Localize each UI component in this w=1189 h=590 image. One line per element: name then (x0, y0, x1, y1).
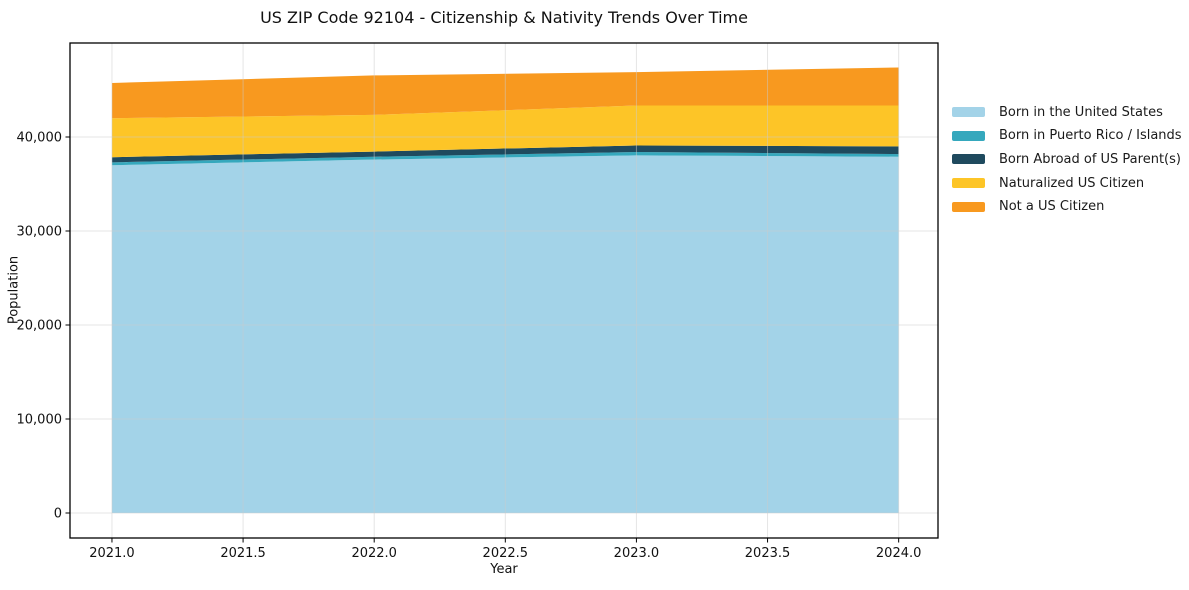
legend-item: Born Abroad of US Parent(s) (952, 151, 1182, 168)
legend-label: Not a US Citizen (999, 199, 1105, 215)
legend: Born in the United States Born in Puerto… (952, 104, 1182, 215)
legend-label: Born in Puerto Rico / Islands (999, 128, 1182, 144)
legend-label: Born in the United States (999, 104, 1163, 120)
x-tick-label: 2022.5 (483, 546, 529, 561)
area-series-1 (111, 152, 899, 166)
y-tick-label: 20,000 (17, 318, 63, 333)
gridlines (70, 43, 938, 538)
legend-item: Naturalized US Citizen (952, 175, 1182, 192)
legend-label: Born Abroad of US Parent(s) (999, 151, 1181, 167)
x-tick-label: 2023.5 (745, 546, 791, 561)
legend-swatch-not-citizen (952, 201, 985, 212)
legend-item: Not a US Citizen (952, 198, 1182, 215)
y-axis-label: Population (6, 255, 22, 325)
legend-label: Naturalized US Citizen (999, 175, 1145, 191)
x-tick-label: 2024.0 (876, 546, 922, 561)
x-tick-label: 2021.5 (220, 546, 266, 561)
legend-swatch-born-us (952, 107, 985, 118)
y-tick-label: 40,000 (17, 130, 63, 145)
y-tick-label: 0 (54, 506, 62, 521)
tick-marks (65, 136, 900, 543)
x-tick-label: 2022.0 (351, 546, 397, 561)
legend-swatch-born-abroad (952, 154, 985, 165)
x-axis-label: Year (490, 562, 518, 577)
legend-swatch-born-pr (952, 130, 985, 141)
legend-swatch-naturalized (952, 178, 985, 189)
x-tick-label: 2023.0 (614, 546, 660, 561)
legend-item: Born in the United States (952, 104, 1182, 121)
tick-labels: 2021.0 2021.5 2022.0 2022.5 2023.0 2023.5 2024… (17, 130, 922, 561)
legend-item: Born in Puerto Rico / Islands (952, 128, 1182, 145)
y-tick-label: 10,000 (17, 412, 63, 427)
chart-title: US ZIP Code 92104 - Citizenship & Nativi… (260, 8, 748, 27)
y-tick-label: 30,000 (17, 224, 63, 239)
plot-border (69, 42, 939, 539)
x-tick-label: 2021.0 (89, 546, 135, 561)
